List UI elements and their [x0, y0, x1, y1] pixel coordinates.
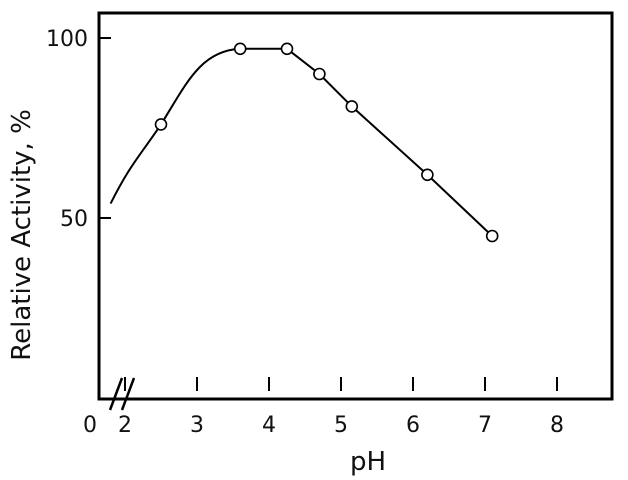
data-point	[233, 42, 247, 56]
y-axis-title: Relative Activity, %	[7, 109, 37, 361]
x-tick-label: 4	[262, 413, 276, 438]
x-tick-label: 2	[118, 413, 132, 438]
x-tick-label: 8	[550, 413, 564, 438]
x-axis-break	[108, 377, 136, 411]
data-point	[345, 100, 359, 113]
x-tick-label: 7	[478, 413, 492, 438]
x-tick-label: 5	[334, 413, 348, 438]
plot-frame	[97, 11, 614, 401]
x-tick-label: 3	[190, 413, 204, 438]
x-axis-title: pH	[350, 447, 386, 477]
data-point	[280, 42, 294, 56]
data-point	[421, 168, 434, 182]
series-line	[109, 47, 493, 237]
y-tick-label: 50	[60, 207, 88, 232]
data-point	[485, 229, 499, 243]
x-tick-label: 6	[406, 413, 420, 438]
x-tick-label: 0	[83, 413, 97, 438]
y-tick-label: 100	[46, 27, 88, 52]
data-point	[154, 118, 168, 131]
data-point	[313, 67, 326, 81]
